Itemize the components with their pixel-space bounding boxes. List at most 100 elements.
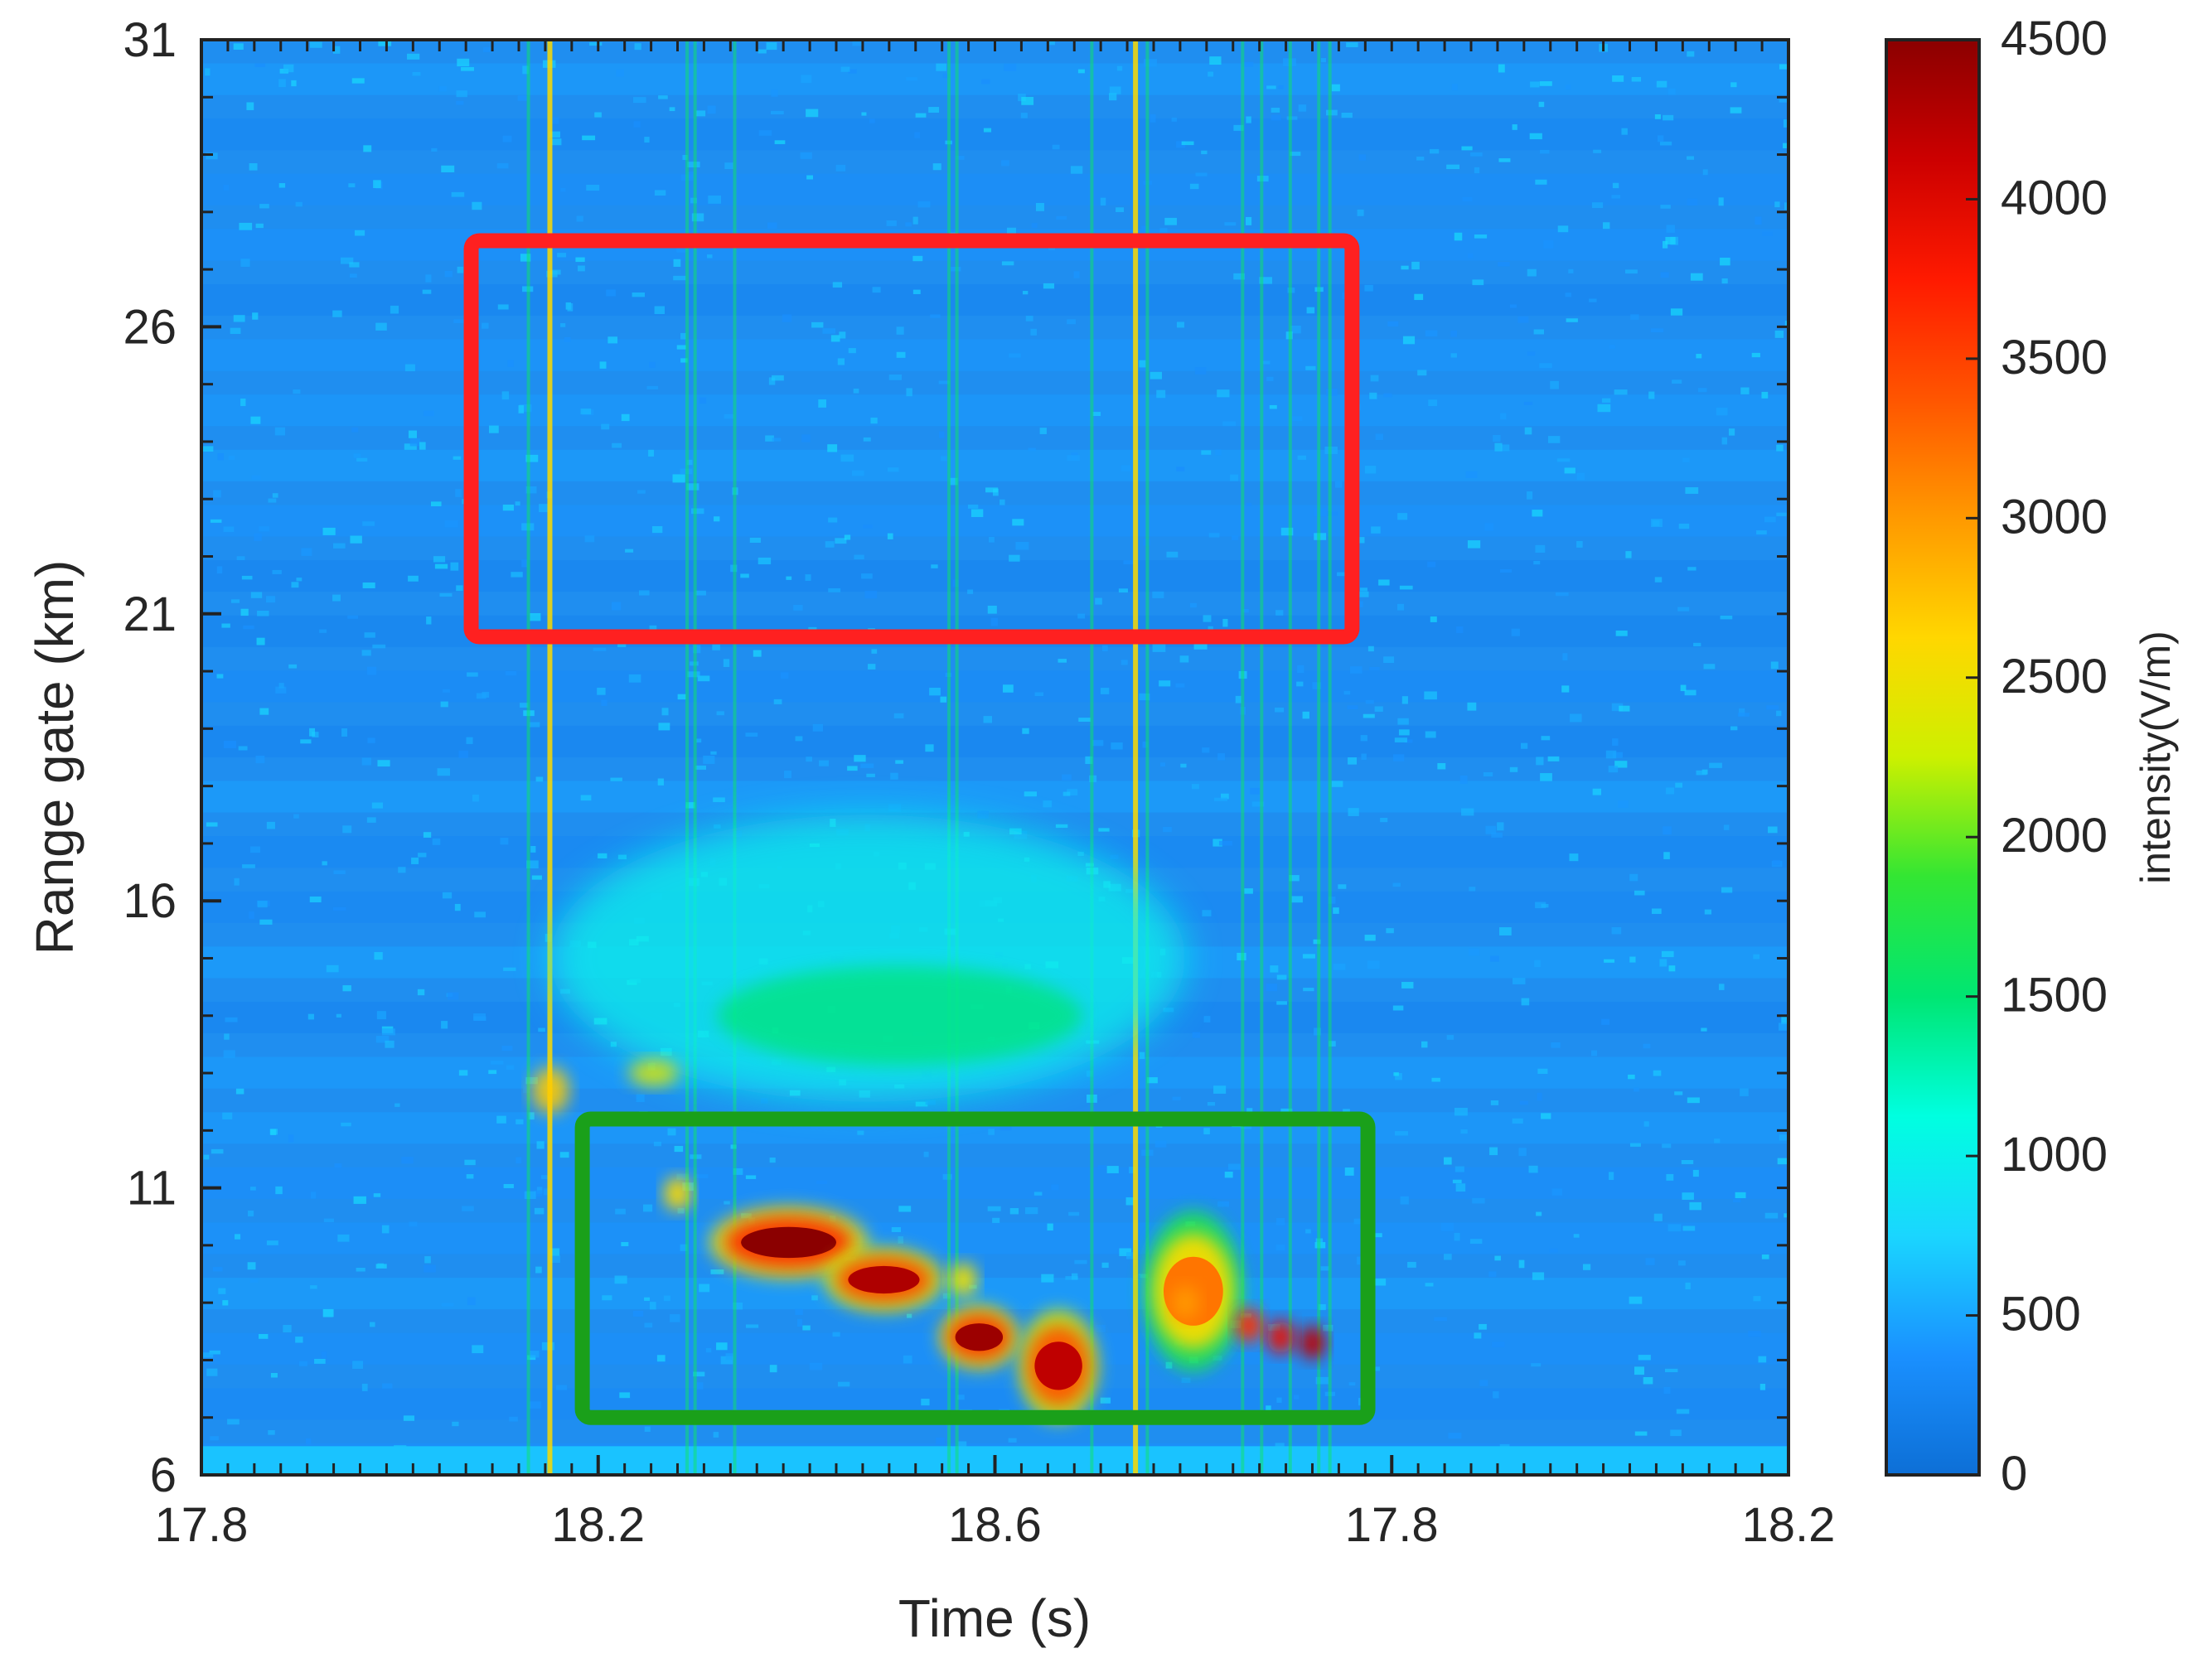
noise-speckle bbox=[1235, 695, 1242, 703]
noise-speckle bbox=[896, 326, 904, 335]
noise-speckle bbox=[1534, 960, 1541, 968]
noise-speckle bbox=[696, 1382, 704, 1390]
noise-speckle bbox=[713, 1432, 719, 1438]
noise-speckle bbox=[941, 456, 947, 462]
noise-speckle bbox=[1004, 63, 1017, 71]
noise-speckle bbox=[1680, 684, 1687, 692]
y-tick-label: 6 bbox=[150, 1448, 177, 1502]
noise-speckle bbox=[716, 1342, 728, 1351]
noise-speckle bbox=[1195, 172, 1208, 176]
noise-speckle bbox=[1570, 713, 1582, 723]
noise-speckle bbox=[1645, 1258, 1655, 1265]
noise-speckle bbox=[1022, 291, 1029, 295]
noise-speckle bbox=[1484, 523, 1494, 531]
noise-speckle bbox=[254, 63, 266, 67]
noise-speckle bbox=[1380, 817, 1388, 823]
noise-speckle bbox=[837, 1381, 850, 1387]
noise-speckle bbox=[467, 672, 478, 677]
noise-speckle bbox=[801, 75, 812, 84]
noise-speckle bbox=[351, 427, 359, 433]
noise-speckle bbox=[341, 257, 354, 264]
noise-speckle bbox=[1022, 728, 1029, 734]
noise-speckle bbox=[853, 388, 859, 394]
noise-speckle bbox=[1276, 1397, 1282, 1403]
noise-speckle bbox=[680, 358, 688, 363]
noise-speckle bbox=[1034, 692, 1044, 697]
noise-speckle bbox=[361, 650, 371, 656]
noise-speckle bbox=[243, 625, 254, 630]
noise-speckle bbox=[326, 964, 339, 973]
noise-speckle bbox=[661, 708, 669, 716]
noise-speckle bbox=[753, 650, 762, 657]
noise-speckle bbox=[1519, 1100, 1528, 1105]
noise-speckle bbox=[1071, 1273, 1078, 1280]
vertical-streak bbox=[685, 40, 690, 1475]
noise-speckle bbox=[461, 66, 474, 71]
noise-speckle bbox=[724, 414, 734, 419]
noise-speckle bbox=[1678, 523, 1690, 529]
noise-speckle bbox=[1629, 1143, 1641, 1147]
noise-speckle bbox=[1407, 1261, 1416, 1268]
noise-speckle bbox=[977, 810, 989, 819]
noise-speckle bbox=[861, 573, 873, 579]
noise-speckle bbox=[411, 857, 419, 864]
noise-speckle bbox=[1062, 774, 1072, 781]
noise-speckle bbox=[616, 69, 624, 77]
noise-speckle bbox=[248, 1210, 254, 1216]
noise-speckle bbox=[364, 632, 375, 638]
noise-speckle bbox=[1779, 64, 1788, 70]
noise-speckle bbox=[724, 1201, 730, 1205]
noise-speckle bbox=[288, 1134, 294, 1143]
noise-speckle bbox=[987, 1206, 1001, 1211]
noise-speckle bbox=[985, 487, 999, 493]
noise-speckle bbox=[1208, 71, 1214, 77]
small-echo bbox=[1172, 1286, 1199, 1320]
noise-speckle bbox=[1687, 198, 1698, 206]
noise-speckle bbox=[353, 453, 361, 458]
noise-speckle bbox=[1370, 1233, 1382, 1238]
noise-speckle bbox=[1302, 954, 1315, 959]
noise-speckle bbox=[1450, 353, 1457, 358]
noise-speckle bbox=[1664, 1368, 1678, 1373]
noise-speckle bbox=[1692, 1169, 1699, 1177]
noise-speckle bbox=[1498, 158, 1511, 162]
noise-speckle bbox=[1171, 117, 1178, 122]
small-echo bbox=[1299, 1326, 1326, 1360]
noise-speckle bbox=[1656, 80, 1667, 88]
noise-speckle bbox=[283, 1325, 292, 1332]
noise-speckle bbox=[1672, 379, 1682, 384]
noise-speckle bbox=[520, 254, 531, 262]
noise-speckle bbox=[1467, 253, 1474, 259]
noise-speckle bbox=[1058, 659, 1067, 663]
noise-speckle bbox=[1493, 1391, 1499, 1399]
noise-speckle bbox=[1733, 1198, 1741, 1203]
noise-speckle bbox=[990, 617, 998, 626]
noise-speckle bbox=[1175, 683, 1185, 688]
noise-speckle bbox=[293, 814, 299, 819]
noise-speckle bbox=[886, 220, 897, 226]
noise-speckle bbox=[1266, 1405, 1271, 1413]
noise-speckle bbox=[507, 360, 514, 367]
noise-speckle bbox=[1320, 1266, 1329, 1271]
noise-speckle bbox=[536, 1141, 545, 1149]
noise-speckle bbox=[1716, 408, 1728, 416]
noise-speckle bbox=[745, 1324, 759, 1328]
noise-speckle bbox=[1021, 96, 1034, 105]
noise-speckle bbox=[249, 1279, 259, 1283]
vertical-streak bbox=[693, 40, 697, 1475]
noise-speckle bbox=[257, 901, 268, 908]
noise-speckle bbox=[503, 967, 516, 971]
noise-speckle bbox=[525, 454, 539, 462]
noise-speckle bbox=[1634, 1366, 1644, 1375]
noise-speckle bbox=[707, 254, 713, 259]
noise-speckle bbox=[612, 442, 622, 448]
noise-speckle bbox=[1784, 202, 1788, 210]
noise-speckle bbox=[1456, 626, 1464, 634]
noise-speckle bbox=[1333, 963, 1346, 970]
noise-speckle bbox=[450, 562, 459, 571]
noise-speckle bbox=[1539, 81, 1552, 86]
noise-speckle bbox=[1469, 887, 1476, 892]
noise-speckle bbox=[912, 289, 921, 294]
noise-speckle bbox=[1246, 1108, 1253, 1113]
noise-speckle bbox=[1025, 316, 1033, 321]
